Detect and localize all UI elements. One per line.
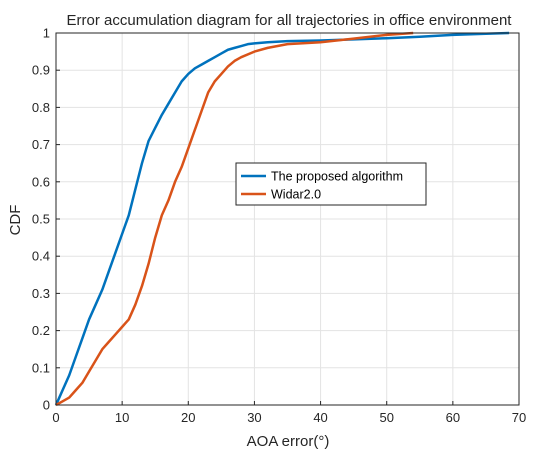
x-tick-label: 10	[115, 410, 129, 425]
x-tick-label: 70	[512, 410, 526, 425]
series-line-proposed	[54, 31, 510, 406]
x-tick-label: 50	[379, 410, 393, 425]
x-tick-label: 0	[52, 410, 59, 425]
y-tick-label: 0.2	[32, 323, 50, 338]
series-layer	[54, 31, 510, 407]
grid	[55, 32, 520, 406]
y-tick-label: 0.6	[32, 174, 50, 189]
y-axis-label: CDF	[7, 205, 24, 236]
x-tick-label: 30	[247, 410, 261, 425]
y-tick-label: 1	[43, 26, 50, 41]
legend-label-proposed: The proposed algorithm	[271, 170, 403, 184]
y-tick-label: 0.5	[32, 212, 50, 227]
series-line-widar	[55, 31, 414, 407]
y-tick-label: 0.7	[32, 137, 50, 152]
legend: The proposed algorithm Widar2.0	[235, 162, 427, 206]
y-tick-label: 0.9	[32, 63, 50, 78]
y-tick-label: 0.4	[32, 249, 50, 264]
x-axis-label: AOA error(°)	[247, 433, 330, 450]
x-tick-label: 20	[181, 410, 195, 425]
ticks: 0 10 20 30 40 50 60 70 0 0.1 0.2 0.3 0.4 0.5 0.6 0.7 0.8…	[32, 26, 526, 426]
chart-title: Error accumulation diagram for all traje…	[67, 12, 513, 29]
y-tick-label: 0.3	[32, 286, 50, 301]
y-tick-label: 0	[43, 398, 50, 413]
y-tick-label: 0.1	[32, 360, 50, 375]
legend-label-widar: Widar2.0	[271, 188, 321, 202]
y-tick-label: 0.8	[32, 100, 50, 115]
x-tick-label: 60	[446, 410, 460, 425]
legend-box	[235, 162, 427, 206]
x-tick-label: 40	[313, 410, 327, 425]
